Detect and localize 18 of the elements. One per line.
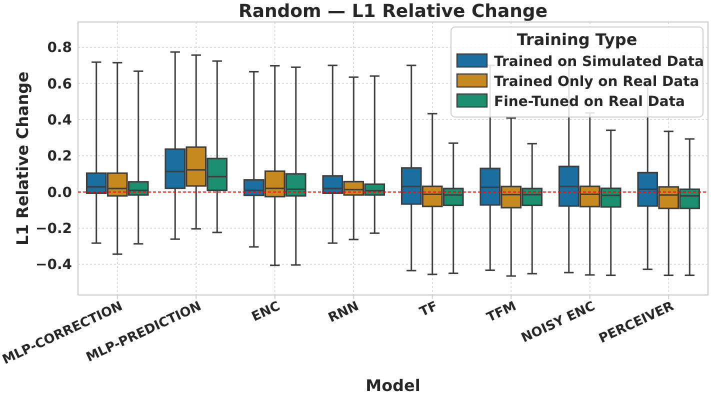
y-tick-label: 0.8 <box>47 40 72 56</box>
x-tick-label: TFM <box>484 299 519 326</box>
y-tick-label: 0.2 <box>47 148 72 165</box>
legend-label: Trained Only on Real Data <box>494 74 700 90</box>
x-tick-label: ENC <box>250 299 283 326</box>
legend-label: Fine-Tuned on Real Data <box>494 94 685 110</box>
chart-title: Random — L1 Relative Change <box>238 1 548 22</box>
x-tick-label: RNN <box>326 299 362 326</box>
y-axis-title: L1 Relative Change <box>13 71 32 246</box>
y-tick-label: −0.2 <box>35 221 72 238</box>
y-tick-label: −0.4 <box>35 257 72 274</box>
y-tick-label: 0.4 <box>47 112 72 129</box>
x-tick-label: TF <box>418 299 440 320</box>
y-tick-label: 0.0 <box>47 184 72 201</box>
x-axis-title: Model <box>366 376 420 395</box>
legend-label: Trained on Simulated Data <box>494 54 704 70</box>
legend-title: Training Type <box>516 30 638 49</box>
y-tick-label: 0.6 <box>47 76 72 92</box>
